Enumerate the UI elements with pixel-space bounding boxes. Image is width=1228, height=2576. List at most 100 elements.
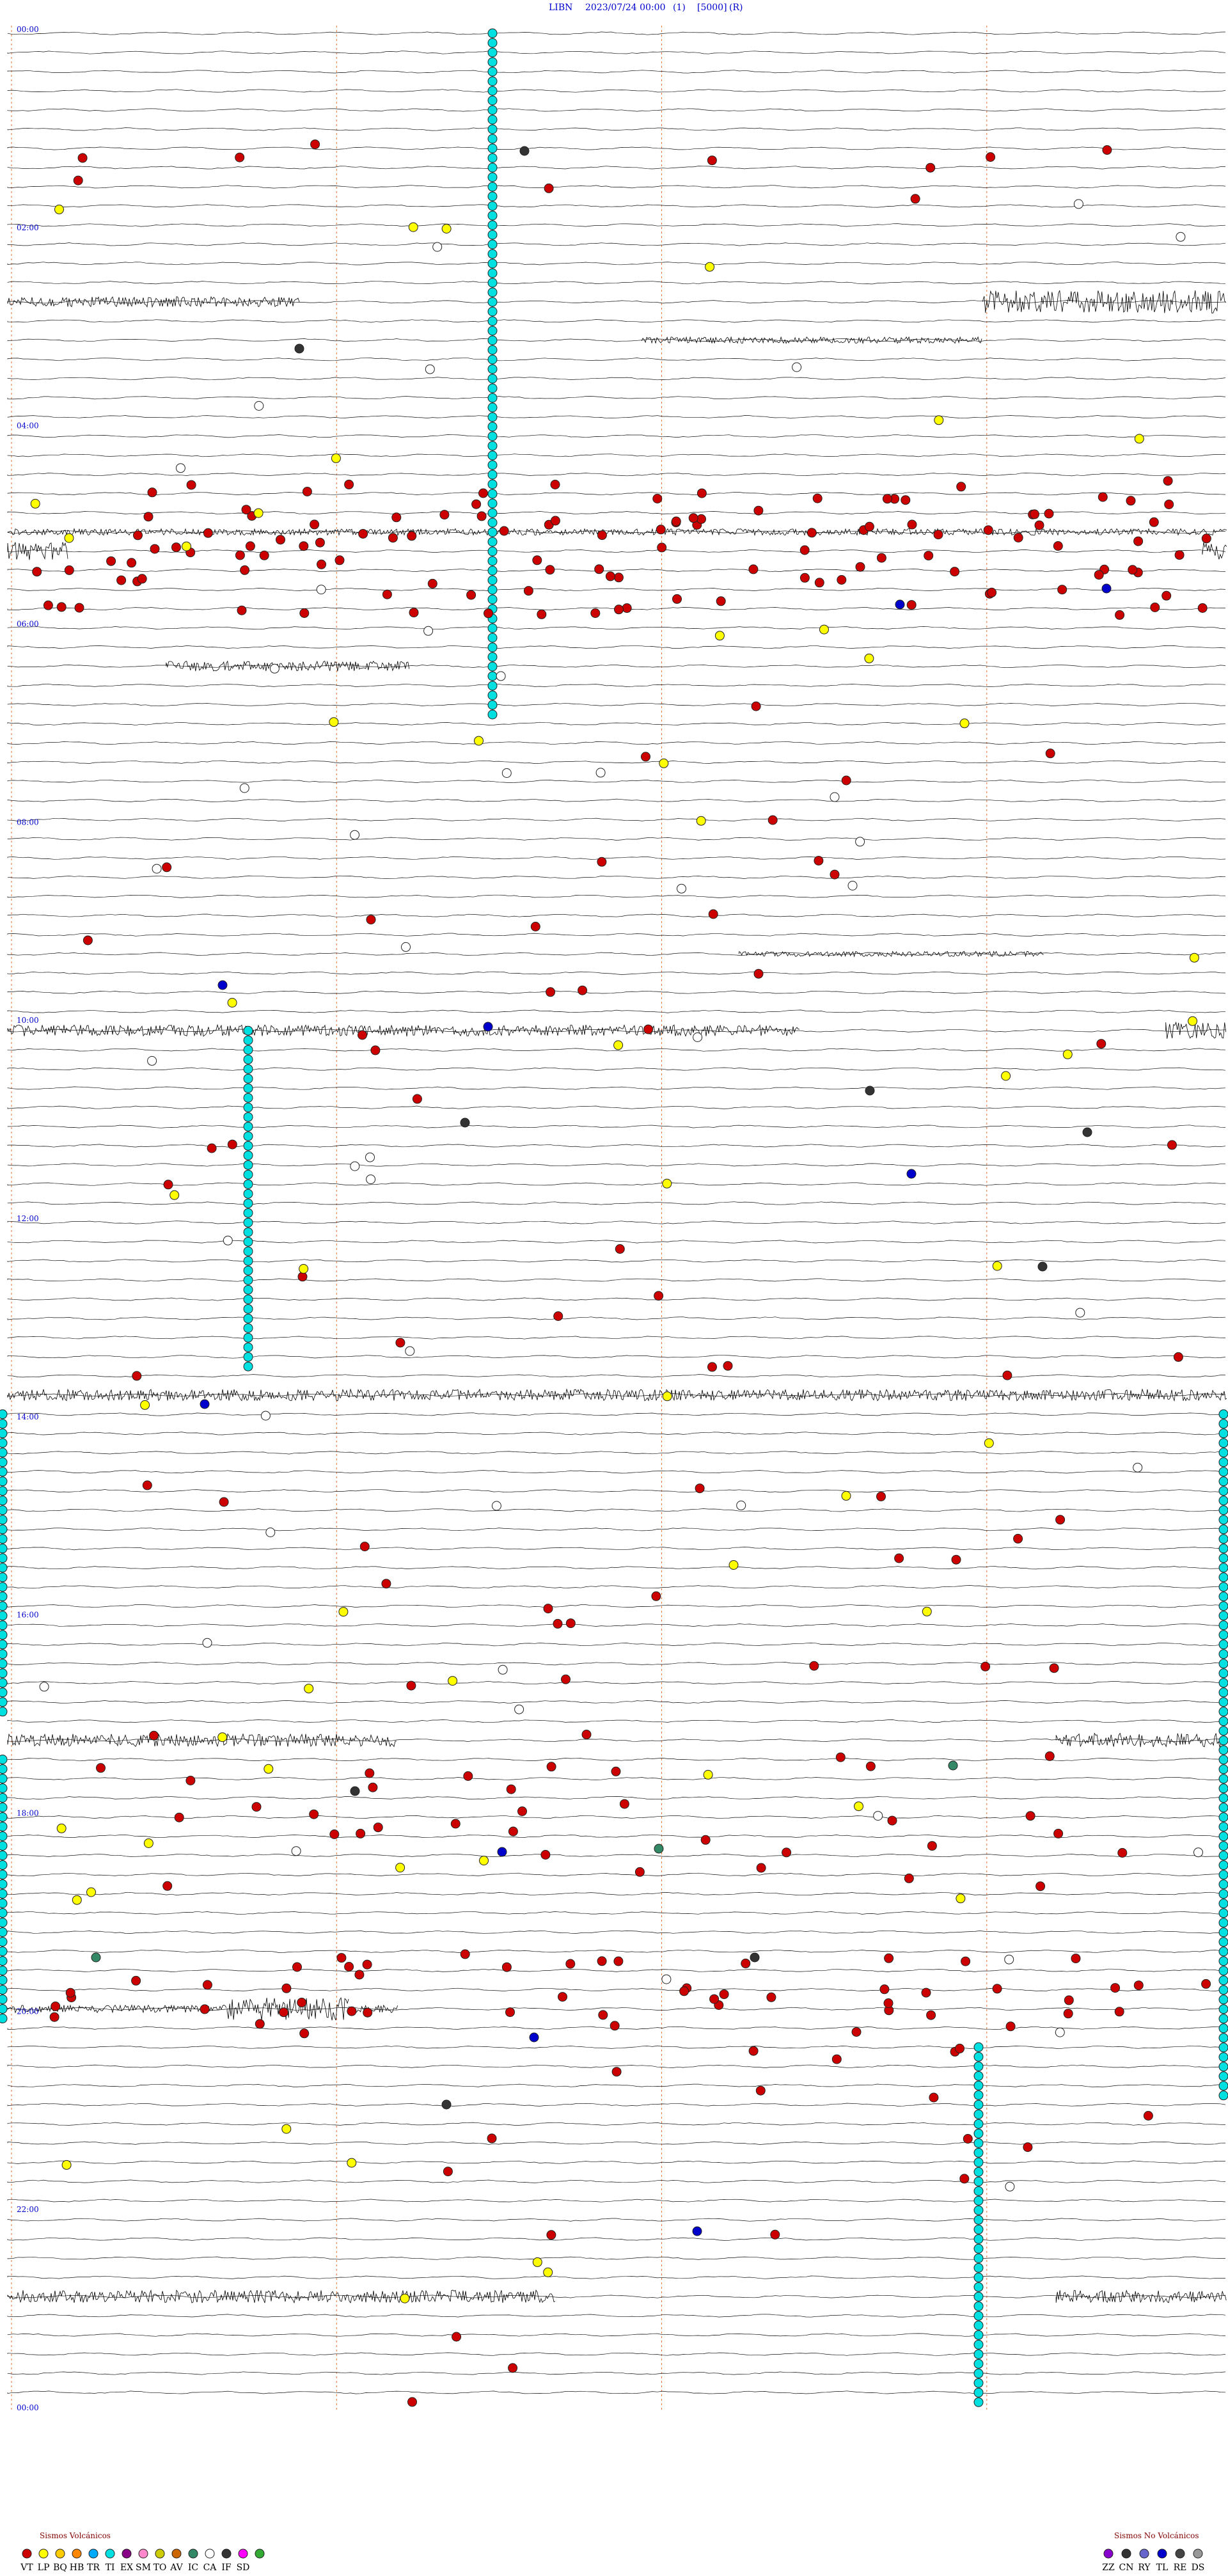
event-ti bbox=[973, 2090, 984, 2100]
event-lp bbox=[703, 1769, 713, 1780]
event-ti bbox=[243, 1313, 253, 1324]
trace-line bbox=[7, 1029, 1226, 1032]
event-vt bbox=[370, 1045, 381, 1055]
event-ti bbox=[973, 2128, 984, 2138]
time-labels: 00:00 02:00 04:00 06:00 08:00 10:00 12:00 14:00… bbox=[17, 25, 39, 2412]
event-ti bbox=[0, 1995, 8, 2004]
trace-line bbox=[7, 1508, 1226, 1512]
event-vt bbox=[652, 494, 663, 503]
event-ti bbox=[0, 1879, 8, 1889]
trace-line bbox=[7, 1643, 1226, 1647]
time-label: 14:00 bbox=[17, 1412, 39, 1421]
time-label: 20:00 bbox=[17, 2007, 39, 2016]
trace-line bbox=[7, 1201, 1226, 1205]
trace-line bbox=[7, 2314, 1226, 2318]
trace-line bbox=[7, 1680, 1226, 1685]
event-vt bbox=[245, 541, 255, 551]
event-ti bbox=[487, 537, 498, 547]
event-ti bbox=[243, 1121, 253, 1132]
event-vt bbox=[613, 573, 624, 583]
event-ti bbox=[487, 134, 498, 144]
event-vt bbox=[186, 480, 196, 490]
trace-line bbox=[7, 2390, 1226, 2394]
event-ti bbox=[243, 1035, 253, 1045]
event-vt bbox=[106, 556, 116, 566]
event-lp bbox=[331, 453, 341, 463]
event-vt bbox=[142, 1480, 152, 1490]
event-lp bbox=[1134, 434, 1144, 444]
event-ti bbox=[487, 565, 498, 576]
event-ti bbox=[0, 1515, 8, 1525]
event-ti bbox=[1218, 1428, 1228, 1439]
event-vt bbox=[611, 1766, 621, 1776]
event-ti bbox=[1218, 1687, 1228, 1698]
event-vt bbox=[281, 1983, 292, 1993]
event-vt bbox=[452, 2332, 462, 2342]
event-ic bbox=[654, 1844, 664, 1854]
trace-line bbox=[7, 166, 1226, 170]
event-lp bbox=[86, 1887, 96, 1897]
event-ti bbox=[0, 1937, 8, 1947]
event-ti bbox=[1218, 2071, 1228, 2082]
trace-line bbox=[7, 1834, 1226, 1838]
event-ti bbox=[1218, 1822, 1228, 1832]
event-vt bbox=[1044, 1751, 1055, 1761]
burst-trace bbox=[166, 660, 410, 672]
event-ti bbox=[973, 2301, 984, 2311]
event-ti bbox=[1218, 1620, 1228, 1631]
event-ti bbox=[487, 76, 498, 86]
event-if bbox=[441, 2099, 452, 2110]
event-vt bbox=[904, 1873, 914, 1883]
event-ti bbox=[1218, 1572, 1228, 1583]
event-ca bbox=[291, 1846, 301, 1856]
trace-line bbox=[7, 1662, 1226, 1666]
event-ti bbox=[0, 1524, 8, 1535]
event-vt bbox=[395, 1338, 405, 1348]
event-ti bbox=[1218, 1448, 1228, 1458]
event-ti bbox=[487, 287, 498, 297]
burst-trace bbox=[7, 1733, 397, 1748]
event-vt bbox=[1002, 1370, 1012, 1380]
event-vt bbox=[755, 2085, 766, 2096]
event-ti bbox=[1218, 1889, 1228, 1899]
event-ti bbox=[243, 1275, 253, 1285]
event-vt bbox=[926, 2010, 936, 2020]
event-ti bbox=[1218, 1956, 1228, 1966]
event-ca bbox=[1176, 232, 1186, 242]
event-ti bbox=[1218, 1668, 1228, 1679]
legend-nonvolcanic-title: Sismos No Volcánicos bbox=[1114, 2531, 1199, 2540]
trace-line bbox=[7, 492, 1226, 496]
trace-line bbox=[7, 1700, 1226, 1704]
event-ca bbox=[202, 1638, 212, 1648]
event-vt bbox=[302, 487, 312, 496]
event-vt bbox=[466, 590, 476, 600]
legend-volcanic-swatch bbox=[122, 2548, 132, 2559]
event-lp bbox=[408, 222, 418, 232]
event-ti bbox=[0, 1630, 8, 1640]
trace-line bbox=[7, 568, 1226, 573]
event-lp bbox=[854, 1801, 863, 1812]
event-vt bbox=[879, 1984, 890, 1995]
event-vt bbox=[707, 155, 717, 166]
event-vt bbox=[508, 1826, 518, 1837]
event-vt bbox=[1102, 145, 1112, 155]
event-ti bbox=[487, 172, 498, 182]
event-ti bbox=[487, 143, 498, 154]
event-vt bbox=[707, 1362, 717, 1372]
event-ti bbox=[1218, 1755, 1228, 1765]
trace-line bbox=[7, 2275, 1226, 2279]
event-lp bbox=[959, 718, 970, 729]
event-vt bbox=[1013, 533, 1023, 542]
event-ti bbox=[1218, 1735, 1228, 1746]
event-ca bbox=[830, 792, 840, 802]
event-vt bbox=[610, 2021, 620, 2031]
event-vt bbox=[605, 571, 615, 581]
event-ca bbox=[365, 1152, 375, 1162]
trace-line bbox=[7, 358, 1226, 361]
event-ti bbox=[243, 1064, 253, 1074]
event-ti bbox=[1218, 1496, 1228, 1506]
event-vt bbox=[841, 775, 851, 786]
event-ti bbox=[973, 2263, 984, 2273]
trace-line bbox=[7, 587, 1226, 592]
event-ca bbox=[1055, 2027, 1065, 2037]
